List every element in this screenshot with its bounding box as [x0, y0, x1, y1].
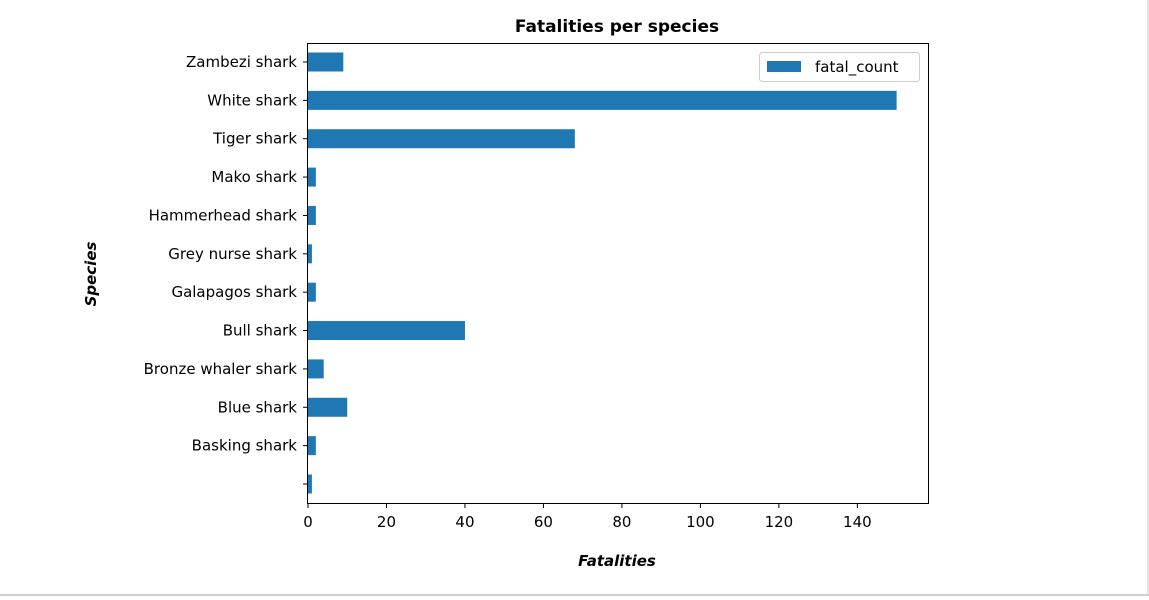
bar [308, 52, 344, 72]
bar [308, 282, 316, 302]
y-axis-label: Species [82, 242, 100, 307]
y-tick-label: Blue shark [218, 398, 298, 416]
x-tick-label: 0 [303, 513, 313, 531]
x-axis-label: Fatalities [578, 552, 656, 570]
y-tick-label: Bronze whaler shark [144, 360, 298, 378]
bar [308, 397, 348, 417]
legend-box [759, 52, 920, 82]
bar [308, 167, 316, 187]
x-tick-label: 140 [843, 513, 872, 531]
legend-swatch [767, 61, 801, 72]
bar [308, 436, 316, 456]
x-tick-label: 100 [686, 513, 715, 531]
y-tick-label: Mako shark [211, 168, 297, 186]
y-tick-label: Grey nurse shark [168, 245, 297, 263]
y-tick-label: White shark [207, 91, 297, 109]
chart-title: Fatalities per species [515, 17, 719, 37]
y-tick-label: Hammerhead shark [149, 206, 298, 224]
bar [308, 474, 312, 494]
frame-right-edge [1147, 0, 1149, 594]
y-ticks: Basking shark Blue shark Bronze whaler sha… [144, 53, 308, 485]
bar [308, 244, 312, 264]
frame-bottom-edge [0, 594, 1149, 596]
y-tick-label: Bull shark [223, 322, 298, 340]
x-tick-label: 40 [455, 513, 474, 531]
y-tick-label: Basking shark [192, 437, 298, 455]
legend: fatal_count [759, 52, 920, 82]
legend-label: fatal_count [815, 58, 899, 77]
x-tick-label: 60 [534, 513, 553, 531]
x-ticks: 0 20 40 60 80 100 120 140 [303, 503, 872, 531]
x-tick-label: 120 [765, 513, 794, 531]
bar [308, 129, 575, 149]
bar [308, 90, 897, 110]
y-tick-label: Zambezi shark [186, 53, 297, 71]
x-tick-label: 20 [377, 513, 396, 531]
bar [308, 359, 324, 379]
bar [308, 205, 316, 225]
plot-frame [307, 43, 929, 504]
bars-group [308, 52, 897, 494]
y-tick-label: Tiger shark [212, 130, 297, 148]
bar [308, 321, 465, 341]
x-tick-label: 80 [612, 513, 631, 531]
y-tick-label: Galapagos shark [171, 283, 297, 301]
